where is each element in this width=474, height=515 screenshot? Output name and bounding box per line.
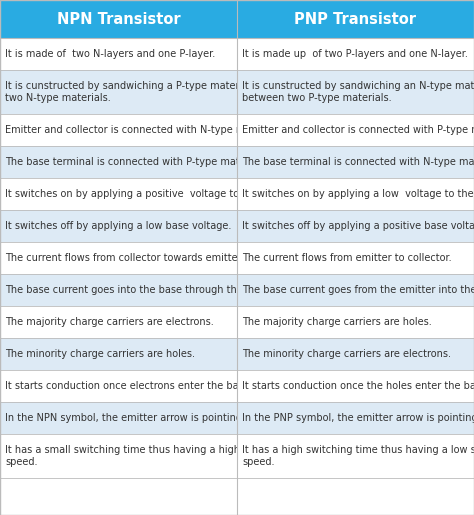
Bar bbox=[0, 402, 237, 434]
Bar bbox=[237, 38, 474, 70]
Text: It switches off by applying a positive base voltage: It switches off by applying a positive b… bbox=[242, 221, 474, 231]
Bar bbox=[237, 114, 474, 146]
Text: Emitter and collector is connected with P-type material.: Emitter and collector is connected with … bbox=[242, 125, 474, 135]
Text: It is cunstructed by sandwiching a P-type material in between
two N-type materia: It is cunstructed by sandwiching a P-typ… bbox=[5, 81, 309, 103]
Text: The base current goes from the emitter into the base.: The base current goes from the emitter i… bbox=[242, 285, 474, 295]
Text: It is made up  of two P-layers and one N-layer.: It is made up of two P-layers and one N-… bbox=[242, 49, 468, 59]
Text: Emitter and collector is connected with N-type material.: Emitter and collector is connected with … bbox=[5, 125, 280, 135]
Text: It switches on by applying a low  voltage to the base.: It switches on by applying a low voltage… bbox=[242, 189, 474, 199]
Bar bbox=[0, 38, 237, 70]
Bar bbox=[0, 210, 237, 242]
Bar bbox=[0, 242, 237, 274]
Bar bbox=[0, 178, 237, 210]
Text: It is cunstructed by sandwiching an N-type material in
between two P-type materi: It is cunstructed by sandwiching an N-ty… bbox=[242, 81, 474, 103]
Bar bbox=[237, 434, 474, 478]
Bar bbox=[237, 306, 474, 338]
Text: It has a small switching time thus having a high switching
speed.: It has a small switching time thus havin… bbox=[5, 445, 290, 467]
Text: The current flows from emitter to collector.: The current flows from emitter to collec… bbox=[242, 253, 452, 263]
Bar bbox=[237, 210, 474, 242]
Text: It switches off by applying a low base voltage.: It switches off by applying a low base v… bbox=[5, 221, 231, 231]
Text: The majority charge carriers are holes.: The majority charge carriers are holes. bbox=[242, 317, 432, 327]
Bar bbox=[0, 306, 237, 338]
Text: In the NPN symbol, the emitter arrow is pointing outward.: In the NPN symbol, the emitter arrow is … bbox=[5, 413, 288, 423]
Text: It has a high switching time thus having a low switching
speed.: It has a high switching time thus having… bbox=[242, 445, 474, 467]
Text: It switches on by applying a positive  voltage to the base.: It switches on by applying a positive vo… bbox=[5, 189, 288, 199]
Bar bbox=[0, 434, 237, 478]
Bar bbox=[0, 114, 237, 146]
Bar bbox=[0, 370, 237, 402]
Text: The majority charge carriers are electrons.: The majority charge carriers are electro… bbox=[5, 317, 214, 327]
Bar bbox=[0, 274, 237, 306]
Bar bbox=[0, 146, 237, 178]
Bar bbox=[237, 242, 474, 274]
Text: The base terminal is connected with N-type material.: The base terminal is connected with N-ty… bbox=[242, 157, 474, 167]
Bar bbox=[237, 70, 474, 114]
Bar bbox=[237, 402, 474, 434]
Text: In the PNP symbol, the emitter arrow is pointing inward.: In the PNP symbol, the emitter arrow is … bbox=[242, 413, 474, 423]
Text: It is made of  two N-layers and one P-layer.: It is made of two N-layers and one P-lay… bbox=[5, 49, 215, 59]
Bar bbox=[237, 370, 474, 402]
Text: PNP Transistor: PNP Transistor bbox=[294, 11, 417, 26]
Bar bbox=[0, 70, 237, 114]
Bar bbox=[237, 0, 474, 38]
Text: The base terminal is connected with P-type material.: The base terminal is connected with P-ty… bbox=[5, 157, 264, 167]
Bar bbox=[0, 338, 237, 370]
Bar bbox=[237, 274, 474, 306]
Text: The base current goes into the base through the emitter.: The base current goes into the base thro… bbox=[5, 285, 284, 295]
Bar bbox=[0, 0, 237, 38]
Text: NPN Transistor: NPN Transistor bbox=[57, 11, 180, 26]
Text: It starts conduction once electrons enter the base region.: It starts conduction once electrons ente… bbox=[5, 381, 287, 391]
Text: It starts conduction once the holes enter the base region.: It starts conduction once the holes ente… bbox=[242, 381, 474, 391]
Bar bbox=[237, 338, 474, 370]
Text: The current flows from collector towards emitter.: The current flows from collector towards… bbox=[5, 253, 244, 263]
Text: The minority charge carriers are holes.: The minority charge carriers are holes. bbox=[5, 349, 195, 359]
Bar bbox=[237, 178, 474, 210]
Text: The minority charge carriers are electrons.: The minority charge carriers are electro… bbox=[242, 349, 451, 359]
Bar bbox=[237, 146, 474, 178]
